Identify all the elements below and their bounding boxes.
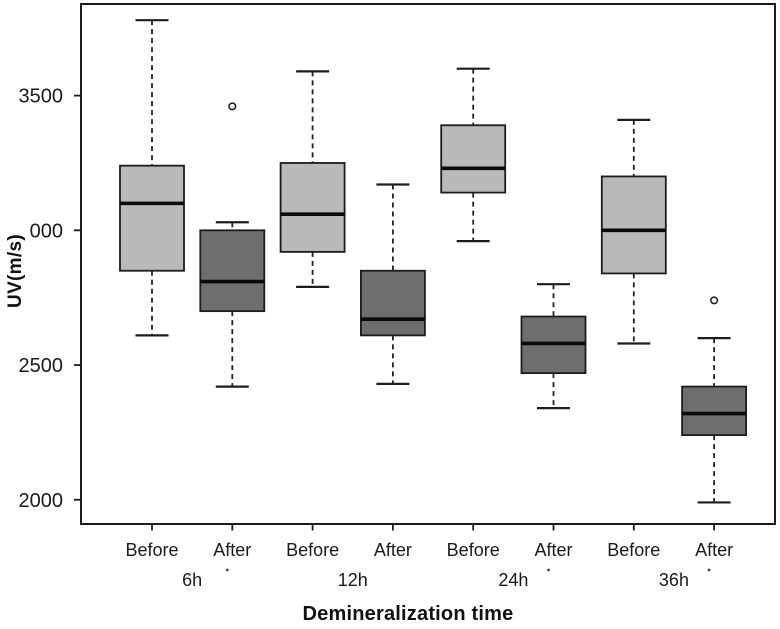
stray-dot <box>707 568 711 572</box>
plot-frame <box>80 3 776 525</box>
box-36h-before <box>600 118 667 345</box>
box-12h-before <box>279 70 346 289</box>
box-6h-after <box>199 102 266 388</box>
outlier-point <box>710 296 719 305</box>
x-tick-label: After <box>534 540 572 560</box>
x-tick-label: After <box>374 540 412 560</box>
stray-dot <box>225 568 229 572</box>
iqr-box <box>600 175 667 275</box>
iqr-box <box>359 269 426 337</box>
stray-dot <box>547 568 550 572</box>
box-12h-after <box>359 183 426 385</box>
box-24h-before <box>440 67 507 243</box>
x-tick-label: Before <box>286 540 339 560</box>
box-6h-before <box>119 19 185 337</box>
x-tick-label: Before <box>447 540 500 560</box>
iqr-box <box>279 162 346 253</box>
y-tick-label: 3500 <box>19 86 64 108</box>
x-tick-label: After <box>213 540 251 560</box>
y-tick-label: 2500 <box>19 355 64 377</box>
box-36h-after <box>681 296 747 504</box>
y-tick-label: 000 <box>30 220 63 242</box>
box-24h-after <box>520 283 587 410</box>
y-axis-title: UV(m/s) <box>5 234 26 308</box>
x-tick-label: Before <box>125 540 178 560</box>
x-group-label: 6h <box>182 570 202 590</box>
x-group-label: 36h <box>659 570 689 590</box>
iqr-box <box>440 124 507 194</box>
iqr-box <box>681 385 747 436</box>
x-group-label: 12h <box>338 570 368 590</box>
iqr-box <box>199 229 266 313</box>
outlier-point <box>228 102 237 111</box>
x-tick-label: Before <box>607 540 660 560</box>
x-tick-label: After <box>695 540 733 560</box>
x-axis-title: Demineralization time <box>302 603 514 625</box>
y-tick-label: 2000 <box>19 490 64 512</box>
x-group-label: 24h <box>498 570 528 590</box>
iqr-box <box>119 164 185 272</box>
